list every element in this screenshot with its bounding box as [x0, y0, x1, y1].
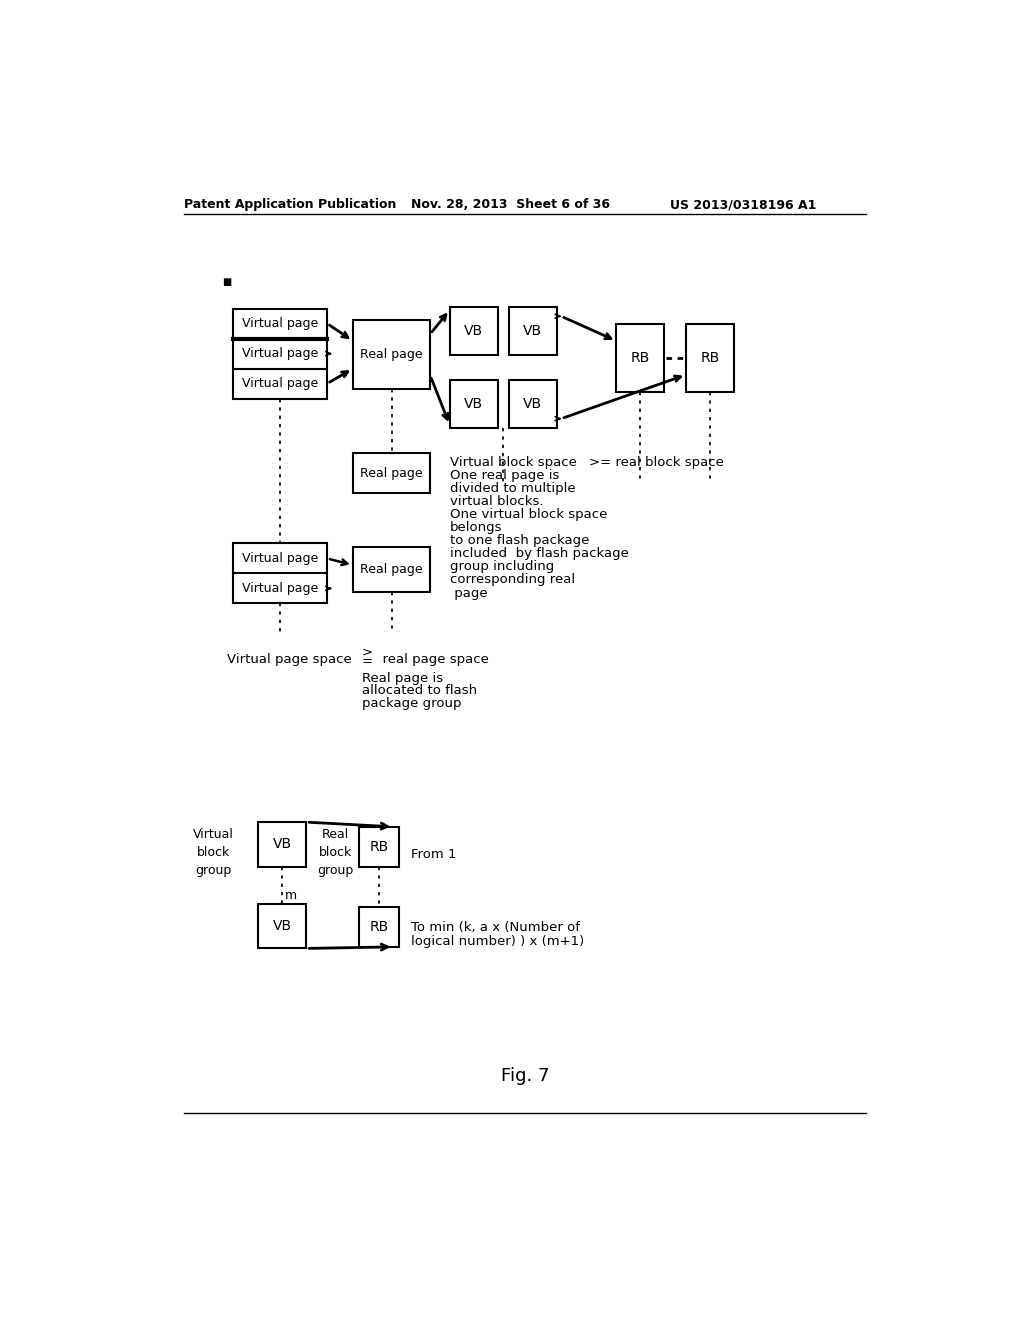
Text: Fig. 7: Fig. 7	[501, 1068, 549, 1085]
Text: Nov. 28, 2013  Sheet 6 of 36: Nov. 28, 2013 Sheet 6 of 36	[411, 198, 610, 211]
Text: RB: RB	[370, 840, 389, 854]
Bar	[232, 309, 328, 399]
Text: RB: RB	[370, 920, 389, 933]
Text: virtual blocks.: virtual blocks.	[450, 495, 543, 508]
Text: One virtual block space: One virtual block space	[450, 508, 607, 521]
Text: Virtual block space: Virtual block space	[450, 455, 577, 469]
Text: allocated to flash: allocated to flash	[362, 684, 477, 697]
Bar	[359, 907, 399, 946]
Text: logical number) ) x (m+1): logical number) ) x (m+1)	[411, 935, 584, 948]
Text: Virtual page: Virtual page	[242, 317, 318, 330]
Text: VB: VB	[464, 397, 483, 411]
Text: belongs: belongs	[450, 521, 502, 535]
Text: real page space: real page space	[375, 653, 489, 665]
Text: Virtual page: Virtual page	[242, 582, 318, 595]
Text: divided to multiple: divided to multiple	[450, 482, 575, 495]
Text: To min (k, a x (Number of: To min (k, a x (Number of	[411, 921, 580, 933]
Text: group including: group including	[450, 561, 554, 573]
Text: RB: RB	[700, 351, 720, 364]
Text: Virtual page: Virtual page	[242, 552, 318, 565]
Text: Real page is: Real page is	[362, 672, 443, 685]
Text: VB: VB	[523, 397, 542, 411]
Text: =: =	[362, 655, 373, 668]
Bar	[258, 904, 306, 949]
Text: >= real block space: >= real block space	[589, 455, 724, 469]
Text: Virtual page space: Virtual page space	[227, 653, 352, 665]
Text: RB: RB	[631, 351, 650, 364]
Text: VB: VB	[272, 837, 292, 851]
Text: Virtual
block
group: Virtual block group	[193, 829, 233, 878]
Bar	[352, 453, 430, 494]
Bar	[686, 323, 734, 392]
Text: Real
block
group: Real block group	[317, 829, 354, 878]
Text: VB: VB	[523, 323, 542, 338]
Bar	[352, 321, 430, 389]
Bar	[509, 308, 557, 355]
Text: One real page is: One real page is	[450, 469, 559, 482]
Bar	[258, 822, 306, 867]
Bar	[450, 308, 498, 355]
Text: page: page	[450, 586, 487, 599]
Text: package group: package group	[362, 697, 462, 710]
Text: Patent Application Publication: Patent Application Publication	[183, 198, 396, 211]
Text: Virtual page: Virtual page	[242, 378, 318, 391]
Text: US 2013/0318196 A1: US 2013/0318196 A1	[671, 198, 817, 211]
Text: corresponding real: corresponding real	[450, 573, 574, 586]
Text: Real page: Real page	[360, 564, 423, 576]
Bar	[616, 323, 665, 392]
Text: Virtual page: Virtual page	[242, 347, 318, 360]
Text: Real page: Real page	[360, 348, 423, 362]
Text: to one flash package: to one flash package	[450, 535, 589, 548]
Text: From 1: From 1	[411, 849, 457, 862]
Text: Real page: Real page	[360, 467, 423, 480]
Bar	[232, 544, 328, 603]
Text: VB: VB	[272, 919, 292, 933]
Bar	[359, 826, 399, 867]
Bar	[450, 380, 498, 428]
Text: m: m	[286, 890, 297, 902]
Text: ■: ■	[222, 277, 231, 286]
Bar	[509, 380, 557, 428]
Text: VB: VB	[464, 323, 483, 338]
Text: >: >	[362, 645, 373, 659]
Text: included  by flash package: included by flash package	[450, 548, 629, 560]
Bar	[352, 548, 430, 591]
